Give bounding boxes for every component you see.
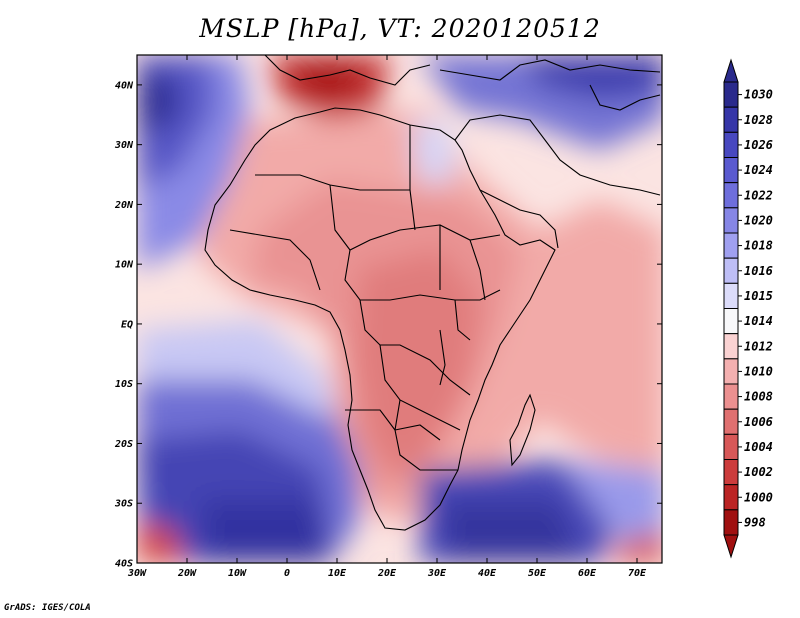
x-tick-label: 40E [478, 568, 497, 579]
y-tick-label: 20S [114, 439, 133, 450]
colorbar-label: 998 [744, 515, 766, 529]
colorbar-label: 1006 [744, 415, 773, 429]
pressure-field [137, 55, 662, 563]
colorbar-swatch [723, 433, 739, 461]
colorbar-swatch [723, 383, 739, 410]
colorbar-label: 1028 [744, 113, 773, 127]
colorbar-swatch [723, 257, 739, 284]
colorbar-swatch [723, 308, 739, 335]
grads-credit: GrADS: IGES/COLA [4, 603, 91, 613]
colorbar-swatch [723, 484, 739, 511]
colorbar-swatch [723, 207, 739, 234]
colorbar-swatch [723, 131, 739, 158]
map-frame [136, 54, 663, 564]
colorbar-label: 1010 [744, 364, 773, 378]
x-axis: 30W 20W 10W 0 10E 20E 30E 40E 50E 60E 70E [127, 55, 647, 579]
colorbar-label: 1030 [744, 88, 773, 102]
chart-title: MSLP [hPa], VT: 2020120512 [199, 14, 601, 43]
y-tick-label: 10N [115, 260, 134, 271]
x-tick-label: 70E [628, 568, 647, 579]
y-tick-label: 40S [115, 559, 133, 570]
colorbar-swatch [723, 81, 739, 108]
x-tick-label: 10W [228, 568, 247, 579]
colorbar-swatch [723, 157, 739, 184]
colorbar-swatch [723, 358, 739, 385]
colorbar-label: 1004 [744, 440, 773, 454]
colorbar-label: 1002 [744, 465, 773, 479]
x-tick-label: 20W [177, 568, 197, 579]
colorbar-swatch [723, 408, 739, 435]
colorbar-swatch [723, 333, 739, 360]
colorbar-label: 1024 [744, 163, 773, 177]
colorbar-swatch [723, 509, 739, 536]
colorbar-swatch [723, 282, 739, 310]
colorbar-swatch [723, 459, 739, 486]
y-tick-label: 30S [114, 499, 133, 510]
x-tick-label: 30E [427, 568, 447, 579]
colorbar-label: 1022 [744, 188, 773, 202]
colorbar-label: 1015 [744, 289, 773, 303]
colorbar-label: 1020 [744, 213, 773, 227]
colorbar-label: 1000 [744, 490, 773, 504]
x-tick-label: 20E [377, 568, 397, 579]
colorbar-swatch [723, 106, 739, 133]
y-tick-label: 10S [115, 379, 133, 390]
y-tick-label: 20N [114, 200, 134, 211]
y-tick-label: EQ [121, 319, 133, 330]
x-tick-label: 0 [284, 568, 290, 579]
colorbar-label: 1016 [744, 264, 773, 278]
y-axis: 40S 30S 20S 10S EQ 10N 20N 30N 40N [114, 80, 662, 570]
colorbar-label: 1026 [744, 138, 773, 152]
x-tick-label: 60E [578, 568, 597, 579]
y-tick-label: 40N [115, 80, 134, 91]
y-tick-label: 30N [114, 140, 134, 151]
x-tick-label: 10E [328, 568, 347, 579]
colorbar-label: 1014 [744, 314, 773, 328]
colorbar-label: 1008 [744, 390, 773, 404]
colorbar-swatch [723, 232, 739, 259]
colorbar-bottom-arrow [723, 534, 739, 559]
colorbar-label: 1018 [744, 239, 773, 253]
colorbar-swatch [723, 182, 739, 209]
coastlines [204, 55, 661, 531]
colorbar-label: 1012 [744, 339, 773, 353]
x-tick-label: 50E [528, 568, 547, 579]
x-tick-label: 30W [127, 568, 147, 579]
colorbar: 1030 1028 1026 1024 1022 1020 1018 1016 1015 1014… [723, 58, 773, 559]
colorbar-top-arrow [723, 58, 739, 83]
